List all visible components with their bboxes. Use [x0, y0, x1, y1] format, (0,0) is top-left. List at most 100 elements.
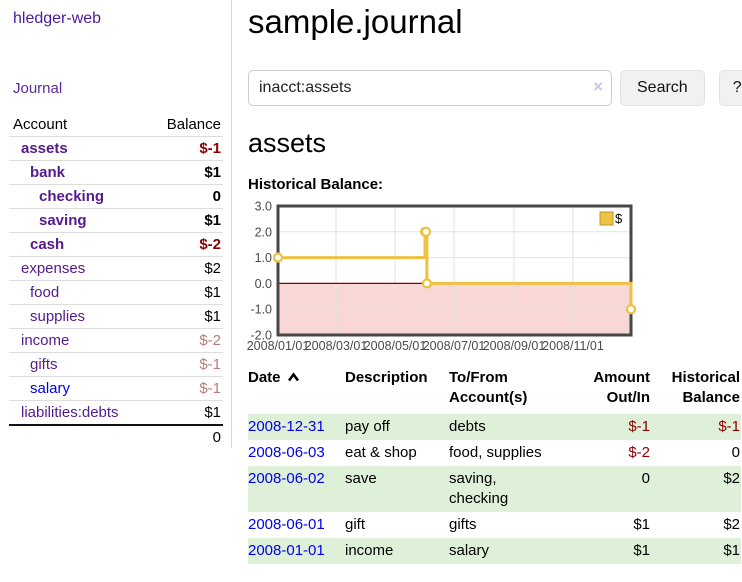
transaction-amount: 0	[641, 470, 650, 487]
page: hledger-web Journal Account Balance asse…	[9, 0, 742, 564]
table-row: 2008-01-01 income salary $1 $1	[248, 538, 741, 564]
chart-title: Historical Balance:	[248, 176, 384, 193]
account-link-expenses[interactable]: expenses	[21, 260, 86, 277]
account-row-supplies: supplies $1	[9, 304, 223, 328]
account-balance: $1	[204, 404, 221, 421]
transaction-accounts: debts	[449, 418, 486, 435]
account-link-income[interactable]: income	[21, 332, 70, 349]
accounts-header-account: Account	[13, 115, 68, 133]
accounts-header-balance: Balance	[166, 115, 221, 133]
transaction-description: pay off	[345, 418, 390, 435]
account-balance: $2	[204, 260, 221, 277]
accounts-total-balance: 0	[212, 428, 221, 446]
table-row: 2008-06-03 eat & shop food, supplies $-2…	[248, 440, 741, 466]
account-link-assets[interactable]: assets	[21, 140, 68, 157]
transaction-date-link[interactable]: 2008-12-31	[248, 418, 325, 435]
accounts-total-row: 0	[9, 424, 223, 448]
transaction-date-link[interactable]: 2008-06-02	[248, 470, 325, 487]
account-balance: $-2	[199, 236, 221, 253]
account-row-expenses: expenses $2	[9, 256, 223, 280]
account-balance: $-1	[199, 356, 221, 373]
account-link-supplies[interactable]: supplies	[30, 308, 86, 325]
register-table: Date Description To/From Account(s) Amou…	[248, 366, 741, 564]
accounts-header-line1: To/From	[449, 369, 508, 386]
transaction-amount: $-1	[628, 418, 650, 435]
account-link-bank[interactable]: bank	[30, 164, 66, 181]
transaction-amount: $1	[633, 516, 650, 533]
account-row-assets: assets $-1	[9, 136, 223, 160]
search-button[interactable]: Search	[620, 70, 705, 106]
account-balance: $1	[204, 212, 221, 229]
svg-text:2008/11/01: 2008/11/01	[542, 339, 604, 353]
transaction-description: eat & shop	[345, 444, 417, 461]
column-header-amount: Amount Out/In	[561, 366, 651, 414]
account-heading: assets	[248, 128, 327, 158]
accounts-table: Account Balance assets $-1 bank $1 check…	[9, 112, 223, 448]
account-row-liabilities-debts: liabilities:debts $1	[9, 400, 223, 424]
transaction-balance: $-1	[718, 418, 740, 435]
transaction-date-link[interactable]: 2008-01-01	[248, 542, 325, 559]
account-link-salary[interactable]: salary	[30, 380, 71, 397]
accounts-header-line2: Account(s)	[449, 389, 528, 406]
balance-header-line2: Balance	[682, 389, 740, 406]
account-row-gifts: gifts $-1	[9, 352, 223, 376]
column-header-balance: Historical Balance	[651, 366, 741, 414]
sidebar-item-journal[interactable]: Journal	[13, 80, 63, 97]
account-link-food[interactable]: food	[30, 284, 60, 301]
account-link-saving[interactable]: saving	[39, 212, 87, 229]
account-balance: $1	[204, 284, 221, 301]
transaction-balance: $2	[723, 470, 740, 487]
account-balance: $1	[204, 164, 221, 181]
svg-text:2.0: 2.0	[255, 225, 272, 239]
sort-ascending-icon[interactable]	[287, 369, 300, 389]
historical-balance-chart: $3.0 2.0 1.0 0.0 -1.0 -2.0 2008/01/01 2008/03/0…	[247, 200, 741, 355]
transaction-date-link[interactable]: 2008-06-01	[248, 516, 325, 533]
svg-text:2008/03/01: 2008/03/01	[305, 339, 368, 353]
account-balance: 0	[212, 188, 221, 205]
app-title-link[interactable]: hledger-web	[13, 10, 102, 27]
search-input[interactable]	[248, 70, 612, 106]
account-link-cash[interactable]: cash	[30, 236, 65, 253]
svg-text:2008/07/01: 2008/07/01	[423, 339, 486, 353]
transaction-date-link[interactable]: 2008-06-03	[248, 444, 325, 461]
account-link-gifts[interactable]: gifts	[30, 356, 58, 373]
help-button[interactable]: ?	[718, 70, 742, 106]
transaction-accounts: food, supplies	[449, 444, 542, 461]
svg-text:2008/09/01: 2008/09/01	[483, 339, 546, 353]
svg-text:$: $	[615, 211, 623, 226]
account-balance: $-1	[199, 380, 221, 397]
account-row-bank: bank $1	[9, 160, 223, 184]
transaction-accounts: saving, checking	[449, 470, 509, 507]
account-link-checking[interactable]: checking	[39, 188, 105, 205]
transaction-amount: $1	[633, 542, 650, 559]
svg-text:-2.0: -2.0	[250, 329, 272, 343]
amount-header-line2: Out/In	[606, 389, 650, 406]
date-header-label: Date	[248, 369, 281, 386]
transaction-accounts: salary	[449, 542, 490, 559]
transaction-description: income	[345, 542, 394, 559]
account-link-liabilities-debts[interactable]: liabilities:debts	[21, 404, 119, 421]
main-content: sample.journal × Search ? assets Histori…	[232, 0, 742, 564]
balance-header-line1: Historical	[671, 369, 740, 386]
svg-text:-1.0: -1.0	[250, 303, 272, 317]
svg-text:3.0: 3.0	[255, 200, 272, 214]
column-header-description: Description	[345, 369, 428, 386]
register-header-row: Date Description To/From Account(s) Amou…	[248, 366, 741, 414]
page-title: sample.journal	[248, 3, 463, 40]
transaction-balance: 0	[731, 444, 740, 461]
chart-canvas: $3.0 2.0 1.0 0.0 -1.0 -2.02008/01/012008/03/0…	[247, 200, 637, 353]
account-row-cash: cash $-2	[9, 232, 223, 256]
account-balance: $-2	[199, 332, 221, 349]
search-bar: × Search ?	[248, 70, 742, 106]
account-row-food: food $1	[9, 280, 223, 304]
transaction-accounts: gifts	[449, 516, 477, 533]
svg-text:0.0: 0.0	[255, 277, 272, 291]
amount-header-line1: Amount	[593, 369, 650, 386]
column-header-date[interactable]: Date	[248, 366, 345, 414]
transaction-description: gift	[345, 516, 366, 533]
table-row: 2008-06-01 gift gifts $1 $2	[248, 512, 741, 538]
clear-search-icon[interactable]: ×	[593, 77, 603, 96]
transaction-amount: $-2	[628, 444, 650, 461]
table-row: 2008-06-02 save saving, checking 0 $2	[248, 466, 741, 512]
transaction-description: save	[345, 470, 377, 487]
